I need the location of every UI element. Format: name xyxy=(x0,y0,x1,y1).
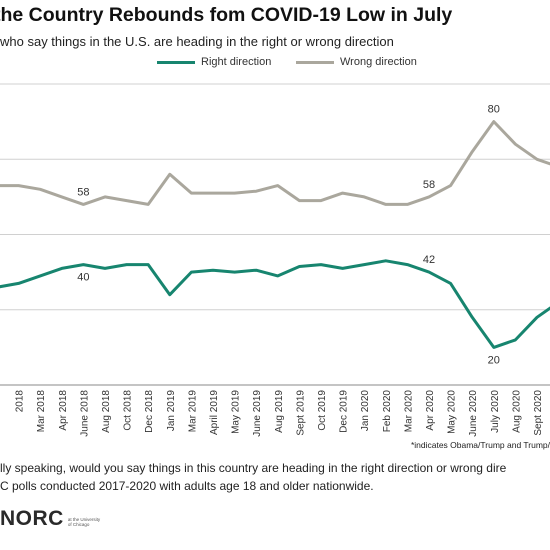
x-tick-label: Apr 2020 xyxy=(425,390,436,431)
x-tick-label: Mar 2019 xyxy=(187,390,198,433)
norc-logo: NORC at the University of Chicago xyxy=(0,508,102,529)
data-label: 58 xyxy=(77,186,89,198)
series-line-wrong-direction xyxy=(0,120,550,206)
data-label: 20 xyxy=(488,354,500,366)
x-tick-label: Dec 2019 xyxy=(339,390,350,433)
x-tick-label: Oct 2018 xyxy=(123,390,134,431)
x-tick-label: Sept 2019 xyxy=(295,390,306,436)
legend-swatch-right-direction xyxy=(157,60,195,64)
x-tick-label: Oct 2019 xyxy=(317,390,328,431)
footnote: *indicates Obama/Trump and Trump/ xyxy=(410,440,550,450)
source-text: C polls conducted 2017-2020 with adults … xyxy=(0,479,374,493)
x-tick-label: June 2018 xyxy=(79,390,90,437)
x-tick-label: April 2019 xyxy=(209,390,220,435)
x-tick-label: Sept 2020 xyxy=(533,390,544,436)
data-label: 80 xyxy=(488,104,500,116)
legend-swatch-wrong-direction xyxy=(296,60,334,64)
x-tick-label: July 2020 xyxy=(490,390,501,433)
x-tick-label: Jan 2019 xyxy=(166,390,177,432)
x-tick-label: Aug 2020 xyxy=(511,390,522,433)
x-tick-label: Aug 2019 xyxy=(274,390,285,433)
x-tick-label: Dec 2018 xyxy=(144,390,155,433)
x-tick-label: Feb 2020 xyxy=(382,390,393,433)
legend-label-wrong-direction: Wrong direction xyxy=(340,56,417,68)
question-text: lly speaking, would you say things in th… xyxy=(0,461,507,475)
x-tick-label: May 2020 xyxy=(447,390,458,434)
x-tick-label: Aug 2018 xyxy=(101,390,112,433)
x-tick-label: June 2020 xyxy=(468,390,479,437)
x-tick-label: May 2019 xyxy=(231,390,242,434)
x-tick-label: June 2019 xyxy=(252,390,263,437)
x-tick-label: Mar 2018 xyxy=(36,390,47,433)
data-label: 58 xyxy=(423,179,435,191)
chart-subtitle: who say things in the U.S. are heading i… xyxy=(0,34,394,49)
x-tick-label: Mar 2020 xyxy=(403,390,414,433)
legend-item-right-direction: Right direction xyxy=(157,56,271,68)
series-line-right-direction xyxy=(0,259,550,349)
x-tick-label: Apr 2018 xyxy=(58,390,69,431)
chart-legend: Right direction Wrong direction xyxy=(0,56,550,72)
x-tick-label: Jan 2020 xyxy=(360,390,371,432)
x-tick-label: 2018 xyxy=(15,390,26,413)
data-label: 40 xyxy=(77,272,89,284)
logo-wordmark: NORC xyxy=(0,507,64,530)
legend-label-right-direction: Right direction xyxy=(201,56,272,68)
chart-title: the Country Rebounds fom COVID-19 Low in… xyxy=(0,4,453,26)
data-label: 42 xyxy=(423,254,435,266)
legend-item-wrong-direction: Wrong direction xyxy=(296,56,417,68)
logo-subtext: at the University of Chicago xyxy=(67,517,101,527)
